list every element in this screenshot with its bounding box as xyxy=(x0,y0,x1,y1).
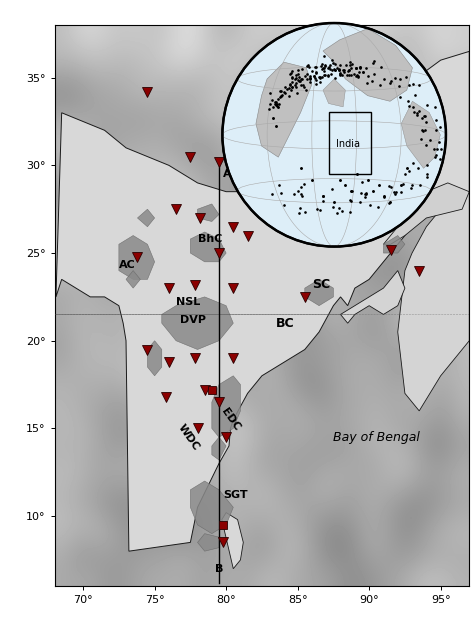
Bar xyxy=(328,112,371,174)
Circle shape xyxy=(222,23,446,246)
Polygon shape xyxy=(212,437,226,460)
Text: NSL: NSL xyxy=(176,297,201,307)
Polygon shape xyxy=(198,204,219,221)
Polygon shape xyxy=(191,481,233,534)
Text: Bay of Bengal: Bay of Bengal xyxy=(333,431,420,444)
Polygon shape xyxy=(383,236,405,253)
Polygon shape xyxy=(256,62,312,157)
Polygon shape xyxy=(340,271,405,323)
Text: IGP: IGP xyxy=(305,220,328,233)
Text: SGT: SGT xyxy=(223,490,248,500)
Polygon shape xyxy=(383,183,469,245)
Polygon shape xyxy=(212,376,240,437)
Text: BhC: BhC xyxy=(198,234,222,244)
Polygon shape xyxy=(126,271,140,288)
Text: SC: SC xyxy=(312,278,330,291)
Polygon shape xyxy=(147,340,162,376)
Polygon shape xyxy=(398,192,469,411)
Polygon shape xyxy=(323,79,346,107)
Text: DVP: DVP xyxy=(181,315,206,325)
Text: B: B xyxy=(215,564,223,574)
Polygon shape xyxy=(119,236,155,280)
Text: Tibetan
Plateau: Tibetan Plateau xyxy=(233,120,270,141)
Polygon shape xyxy=(162,297,233,349)
Polygon shape xyxy=(222,513,243,569)
Polygon shape xyxy=(323,29,412,102)
Text: WDC: WDC xyxy=(176,422,201,452)
Text: A: A xyxy=(223,169,232,179)
Polygon shape xyxy=(305,280,333,306)
Polygon shape xyxy=(56,51,469,551)
Polygon shape xyxy=(401,102,440,168)
Text: India: India xyxy=(336,139,360,149)
Text: BC: BC xyxy=(276,317,295,330)
Text: AC: AC xyxy=(119,260,136,270)
Polygon shape xyxy=(191,232,226,262)
Polygon shape xyxy=(137,209,155,227)
Polygon shape xyxy=(340,204,362,227)
Polygon shape xyxy=(198,534,219,551)
Text: EDC: EDC xyxy=(219,406,242,433)
